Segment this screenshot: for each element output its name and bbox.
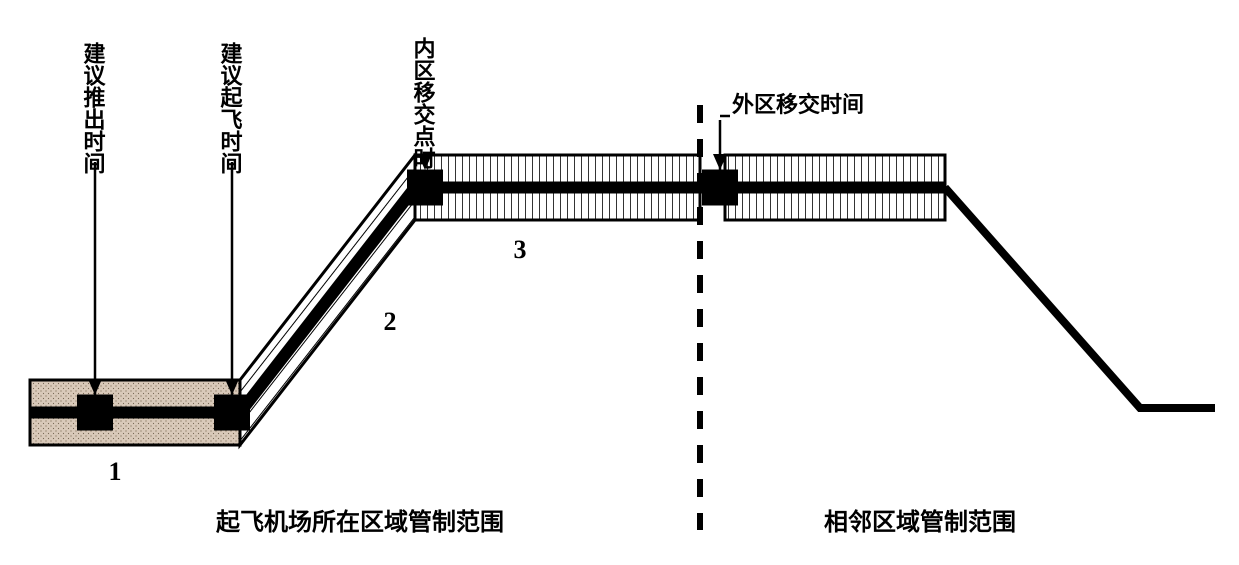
- label-l4: 外区移交时间: [732, 92, 864, 117]
- phase-number-n2: 2: [384, 307, 397, 336]
- time-marker-m1: [77, 395, 113, 431]
- time-marker-m4: [702, 170, 738, 206]
- label-l1: 建议推出时间: [81, 42, 106, 175]
- label-l3: 内区移交点时间: [411, 37, 436, 192]
- trajectory-descent: [945, 188, 1215, 409]
- phase-number-n3: 3: [514, 235, 527, 264]
- phase-number-n1: 1: [109, 457, 122, 486]
- label-l2: 建议起飞时间: [218, 42, 244, 175]
- time-marker-m2: [214, 395, 250, 431]
- caption-right: 相邻区域管制范围: [824, 508, 1016, 536]
- caption-left: 起飞机场所在区域管制范围: [215, 508, 504, 536]
